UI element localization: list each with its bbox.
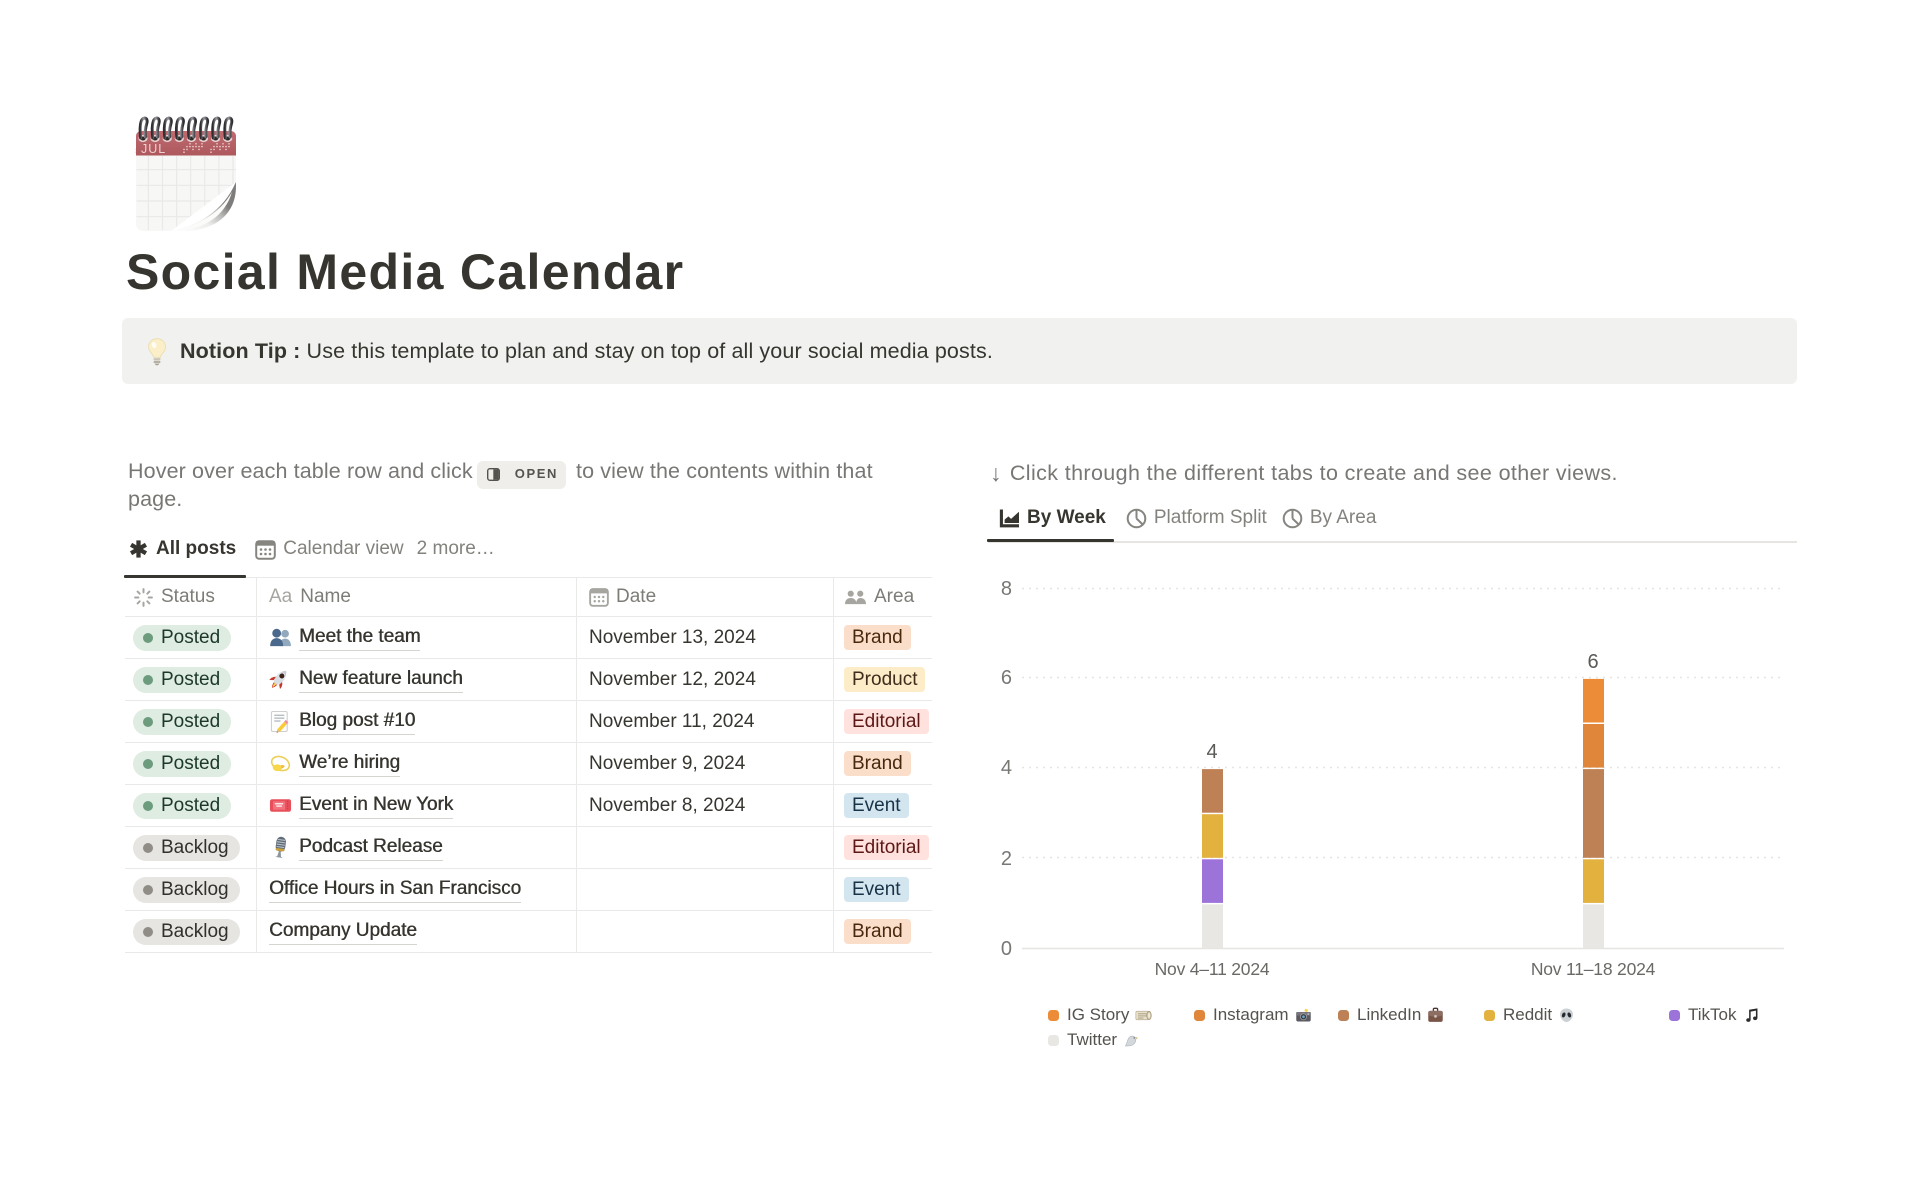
svg-text:6: 6: [1001, 667, 1012, 689]
svg-text:0: 0: [1001, 938, 1012, 960]
svg-text:4: 4: [1001, 757, 1012, 779]
svg-text:Nov 4–11 2024: Nov 4–11 2024: [1155, 959, 1270, 979]
svg-text:6: 6: [1587, 651, 1598, 673]
svg-text:2: 2: [1001, 848, 1012, 870]
svg-text:8: 8: [1001, 578, 1012, 600]
svg-text:4: 4: [1206, 741, 1217, 763]
svg-text:JUL: JUL: [141, 142, 166, 156]
svg-text:Nov 11–18 2024: Nov 11–18 2024: [1531, 959, 1656, 979]
